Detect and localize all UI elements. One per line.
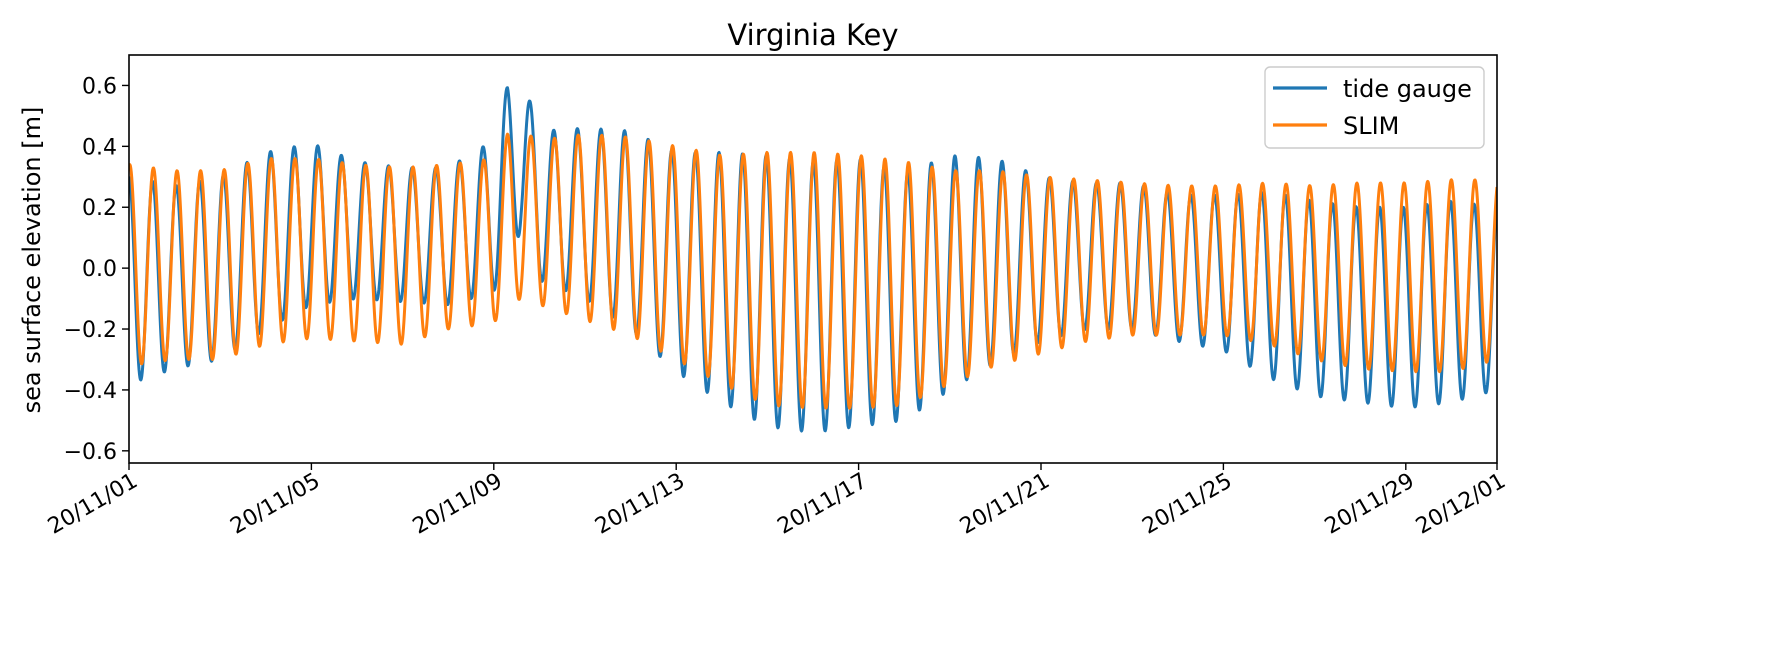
- y-tick-label: 0.6: [82, 74, 117, 99]
- x-tick-label: 20/11/21: [956, 469, 1054, 540]
- x-tick-label: 20/11/01: [44, 469, 142, 540]
- series-layer: [129, 86, 1497, 433]
- y-axis: 0.6 0.4 0.2 0.0 −0.2 −0.4 −0.6: [64, 74, 129, 465]
- legend-label-tide-gauge: tide gauge: [1343, 75, 1472, 103]
- x-tick-label: 20/11/29: [1321, 469, 1419, 540]
- y-tick-label: 0.4: [82, 135, 117, 160]
- y-tick-label: −0.6: [64, 440, 117, 465]
- y-tick-label: 0.0: [82, 257, 117, 282]
- plot-frame: [128, 54, 1498, 464]
- y-axis-label: sea surface elevation [m]: [18, 107, 46, 414]
- y-tick-label: 0.2: [82, 196, 117, 221]
- y-tick-label: −0.4: [64, 379, 117, 404]
- x-tick-label: 20/11/17: [774, 469, 872, 540]
- x-tick-label: 20/11/25: [1138, 469, 1236, 540]
- x-tick-label: 20/11/05: [226, 469, 324, 540]
- legend: tide gauge SLIM: [1264, 66, 1485, 149]
- x-tick-label: 20/11/09: [409, 469, 507, 540]
- y-tick-label: −0.2: [64, 318, 117, 343]
- x-axis: 20/11/01 20/11/05 20/11/09 20/11/13 20/11/17…: [44, 463, 1510, 540]
- x-tick-label: 20/12/01: [1412, 469, 1510, 540]
- x-tick-label: 20/11/13: [591, 469, 689, 540]
- chart-title: Virginia Key: [727, 18, 898, 52]
- legend-label-slim: SLIM: [1343, 112, 1399, 140]
- series-line-slim: [129, 132, 1497, 410]
